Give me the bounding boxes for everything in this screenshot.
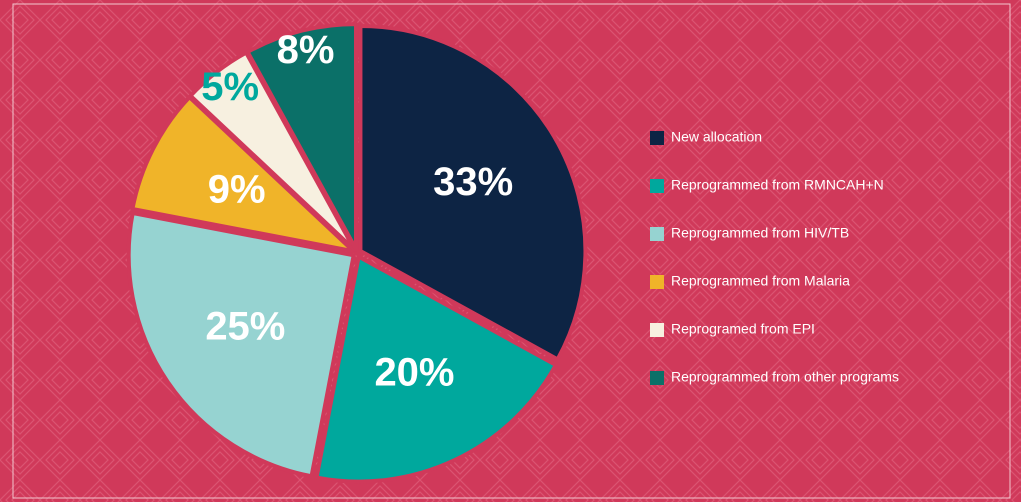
legend-swatch — [650, 227, 664, 241]
legend-label: New allocation — [671, 129, 762, 145]
legend: New allocation Reprogrammed from RMNCAH+N… — [650, 129, 899, 385]
legend-swatch — [650, 275, 664, 289]
pie-slice — [358, 23, 588, 362]
data-label: 20% — [374, 351, 454, 395]
data-label: 25% — [205, 304, 285, 348]
data-label: 9% — [208, 167, 266, 211]
frame — [12, 3, 1011, 499]
pie: 33% 20% 25% 9% 5% 8% — [126, 22, 588, 484]
legend-swatch — [650, 323, 664, 337]
pie-slice — [130, 95, 356, 254]
legend-swatch — [650, 371, 664, 385]
pie-slice — [245, 22, 359, 252]
legend-label: Reprogrammed from HIV/TB — [671, 225, 849, 241]
legend-swatch — [650, 179, 664, 193]
data-label: 5% — [201, 65, 259, 109]
legend-swatch — [650, 131, 664, 145]
pie-slice — [314, 254, 558, 484]
legend-label: Reprogrammed from other programs — [671, 369, 899, 385]
legend-label: Reprogramed from EPI — [671, 321, 815, 337]
data-label: 33% — [433, 160, 513, 204]
legend-label: Reprogrammed from Malaria — [671, 273, 850, 289]
pie-slice — [126, 211, 356, 479]
data-label: 8% — [277, 28, 335, 72]
legend-label: Reprogrammed from RMNCAH+N — [671, 177, 884, 193]
